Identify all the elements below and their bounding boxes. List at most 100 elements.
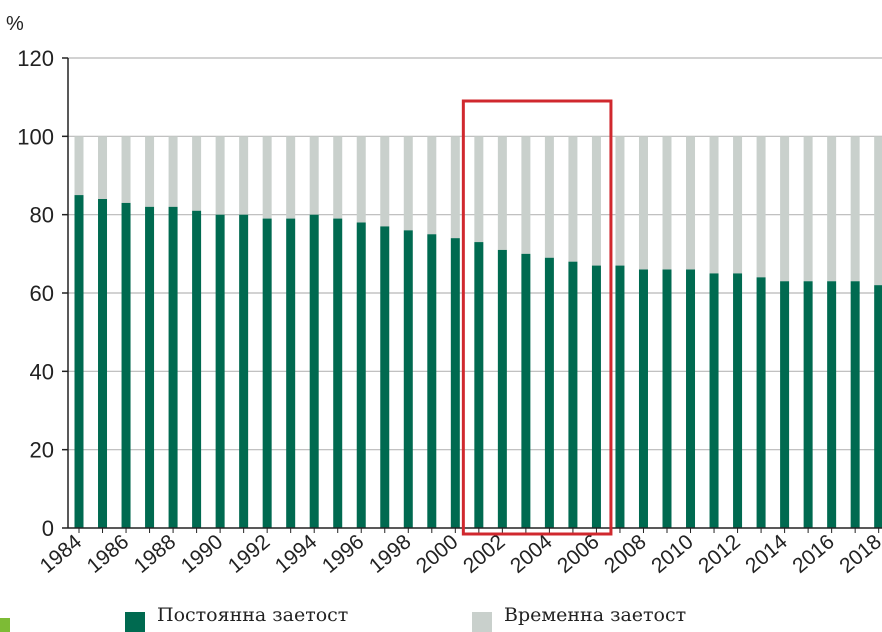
y-tick-labels: 0 20 40 60 80 100 120 xyxy=(17,46,54,541)
y-tick-label-0: 0 xyxy=(42,516,54,541)
bar-permanent-2009 xyxy=(662,269,672,528)
highlight-box-layer xyxy=(461,99,613,536)
x-tick-label-1996: 1996 xyxy=(318,530,369,578)
legend-temporary: Временна заетост xyxy=(472,598,686,632)
bar-temporary-2001 xyxy=(474,136,484,243)
x-tick-label-1990: 1990 xyxy=(177,530,228,578)
bar-permanent-2001 xyxy=(474,242,484,529)
bar-temporary-1985 xyxy=(98,136,108,199)
bar-permanent-1995 xyxy=(333,218,343,529)
bar-temporary-1997 xyxy=(380,136,390,227)
x-tick-label-2002: 2002 xyxy=(459,530,510,578)
x-tick-label-2004: 2004 xyxy=(506,530,557,578)
bar-temporary-1986 xyxy=(121,136,131,203)
bar-temporary-1989 xyxy=(192,136,202,211)
bar-temporary-2003 xyxy=(521,136,531,254)
highlight-box xyxy=(461,99,613,536)
bar-temporary-1994 xyxy=(309,136,319,215)
bar-temporary-2009 xyxy=(662,136,672,270)
bar-temporary-2018 xyxy=(874,136,882,286)
bars xyxy=(74,136,882,529)
bar-permanent-2008 xyxy=(638,269,648,528)
bar-permanent-2005 xyxy=(568,261,578,528)
x-tick-label-2008: 2008 xyxy=(600,530,651,578)
bar-temporary-1998 xyxy=(403,136,413,231)
bar-temporary-1993 xyxy=(286,136,296,219)
bar-permanent-1994 xyxy=(309,214,319,528)
bar-temporary-1996 xyxy=(356,136,366,223)
axes xyxy=(62,57,882,533)
bar-temporary-2007 xyxy=(615,136,625,266)
bar-temporary-2002 xyxy=(497,136,507,250)
x-tick-label-2006: 2006 xyxy=(553,530,604,578)
legend-permanent: Постоянна заетост xyxy=(125,598,348,632)
bar-permanent-1996 xyxy=(356,222,366,528)
bar-permanent-2017 xyxy=(850,281,860,528)
bar-permanent-1993 xyxy=(286,218,296,529)
bar-temporary-2016 xyxy=(827,136,837,282)
legend-swatch-permanent xyxy=(125,612,145,632)
bar-permanent-1997 xyxy=(380,226,390,528)
legend-label-permanent: Постоянна заетост xyxy=(157,604,349,626)
bar-temporary-1991 xyxy=(239,136,249,215)
bar-temporary-1999 xyxy=(427,136,437,235)
bar-temporary-2000 xyxy=(450,136,460,239)
y-tick-label-40: 40 xyxy=(30,359,54,384)
x-tick-label-1994: 1994 xyxy=(271,530,322,578)
bar-temporary-2014 xyxy=(780,136,790,282)
bar-permanent-2006 xyxy=(591,265,601,528)
y-tick-label-20: 20 xyxy=(30,438,54,463)
bar-permanent-1988 xyxy=(168,206,178,529)
bar-permanent-1991 xyxy=(239,214,249,528)
bar-permanent-1990 xyxy=(215,214,225,528)
bar-permanent-2003 xyxy=(521,253,531,529)
x-tick-label-1988: 1988 xyxy=(130,530,181,578)
x-tick-label-2014: 2014 xyxy=(741,530,792,578)
bar-temporary-2012 xyxy=(733,136,743,274)
x-tick-label-1986: 1986 xyxy=(83,530,134,578)
bar-permanent-1985 xyxy=(98,199,108,528)
y-tick-label-80: 80 xyxy=(30,203,54,228)
bar-temporary-1987 xyxy=(145,136,155,207)
x-tick-label-1992: 1992 xyxy=(224,530,275,578)
bar-temporary-2011 xyxy=(709,136,719,274)
bar-permanent-1989 xyxy=(192,210,202,528)
bar-permanent-2004 xyxy=(544,257,554,528)
bar-temporary-1995 xyxy=(333,136,343,219)
x-tick-label-2012: 2012 xyxy=(694,530,745,578)
bar-temporary-1988 xyxy=(168,136,178,207)
bar-temporary-2013 xyxy=(756,136,766,278)
bar-temporary-1990 xyxy=(215,136,225,215)
bar-permanent-1984 xyxy=(74,195,84,529)
bar-temporary-2015 xyxy=(803,136,813,282)
bar-permanent-2012 xyxy=(733,273,743,528)
corner-accent xyxy=(0,618,10,632)
bar-permanent-2016 xyxy=(827,281,837,528)
x-tick-label-2018: 2018 xyxy=(835,530,882,578)
bar-temporary-2006 xyxy=(591,136,601,266)
legend-label-temporary: Временна заетост xyxy=(504,604,687,626)
x-tick-label-2016: 2016 xyxy=(788,530,839,578)
bar-temporary-1984 xyxy=(74,136,84,196)
x-tick-label-2000: 2000 xyxy=(412,530,463,578)
bar-permanent-1999 xyxy=(427,234,437,528)
bar-permanent-1986 xyxy=(121,202,131,528)
bar-temporary-2017 xyxy=(850,136,860,282)
y-tick-label-60: 60 xyxy=(30,281,54,306)
bar-permanent-2000 xyxy=(450,238,460,528)
bar-permanent-1998 xyxy=(403,230,413,529)
y-tick-label-100: 100 xyxy=(17,124,54,149)
bar-permanent-2014 xyxy=(780,281,790,528)
bar-permanent-2015 xyxy=(803,281,813,528)
bar-temporary-2010 xyxy=(686,136,696,270)
bar-permanent-1987 xyxy=(145,206,155,529)
y-axis-unit-label: % xyxy=(6,13,24,35)
bar-permanent-2002 xyxy=(497,249,507,528)
bar-temporary-1992 xyxy=(262,136,272,219)
x-tick-label-2010: 2010 xyxy=(647,530,698,578)
bar-temporary-2005 xyxy=(568,136,578,262)
bar-permanent-2007 xyxy=(615,265,625,528)
bar-temporary-2008 xyxy=(638,136,648,270)
x-tick-label-1998: 1998 xyxy=(365,530,416,578)
